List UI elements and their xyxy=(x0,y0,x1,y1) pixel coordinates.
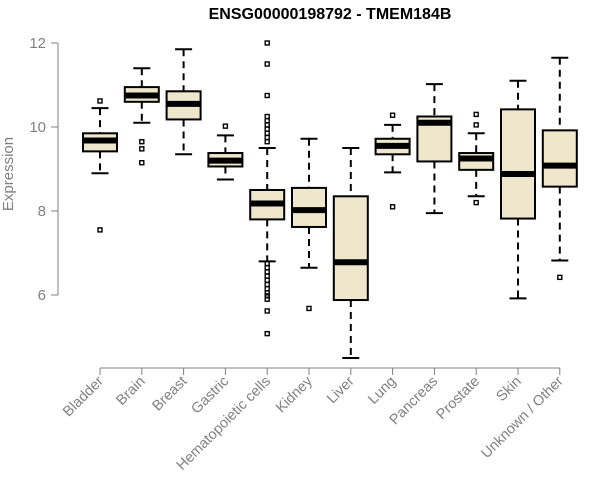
outlier-point xyxy=(557,274,563,281)
outlier-point xyxy=(264,265,270,271)
outlier-point xyxy=(473,199,479,206)
outlier-point xyxy=(389,204,396,210)
outlier-point xyxy=(97,227,103,233)
outlier-point xyxy=(139,138,145,145)
outlier-point xyxy=(264,296,270,302)
outlier-point xyxy=(264,273,270,279)
outlier-point xyxy=(389,112,396,118)
outlier-point xyxy=(264,269,270,275)
outlier-point xyxy=(264,117,270,124)
box xyxy=(500,108,536,220)
outlier-point xyxy=(473,122,479,128)
outlier-point xyxy=(139,146,145,152)
y-tick-label: 12 xyxy=(29,35,46,52)
outlier-point xyxy=(264,113,270,120)
y-tick-label: 6 xyxy=(38,287,46,304)
y-tick-label: 10 xyxy=(29,119,46,136)
x-tick-label: Prostate xyxy=(434,374,483,423)
x-tick-label: Skin xyxy=(494,374,525,405)
y-axis-label: Expression xyxy=(0,137,17,211)
outlier-point xyxy=(139,159,145,166)
outlier-point xyxy=(97,98,103,104)
x-tick-label: Bladder xyxy=(60,373,107,420)
outlier-point xyxy=(264,138,270,145)
outlier-point xyxy=(264,286,270,292)
box xyxy=(332,195,369,302)
outlier-point xyxy=(264,290,270,296)
outlier-point xyxy=(264,134,270,141)
outlier-point xyxy=(306,305,312,312)
x-tick-label: Breast xyxy=(149,374,190,415)
x-tick-label: Lung xyxy=(365,374,399,408)
outlier-point xyxy=(264,92,270,99)
x-tick-label: Kidney xyxy=(273,373,316,416)
x-tick-label: Liver xyxy=(324,373,358,407)
outlier-point xyxy=(264,130,270,137)
outlier-point xyxy=(264,277,270,283)
x-tick-label: Brain xyxy=(113,374,148,409)
outlier-point xyxy=(222,123,229,129)
outlier-point xyxy=(473,111,479,118)
outlier-point xyxy=(264,61,270,67)
outlier-point xyxy=(264,308,270,314)
outlier-point xyxy=(264,122,270,128)
y-tick-label: 8 xyxy=(38,203,46,220)
outlier-point xyxy=(264,260,270,267)
outlier-point xyxy=(264,281,270,288)
outlier-point xyxy=(264,330,270,337)
outlier-point xyxy=(264,126,270,132)
chart-title: ENSG00000198792 - TMEM184B xyxy=(208,6,452,23)
outlier-point xyxy=(264,40,270,46)
box xyxy=(541,129,578,188)
